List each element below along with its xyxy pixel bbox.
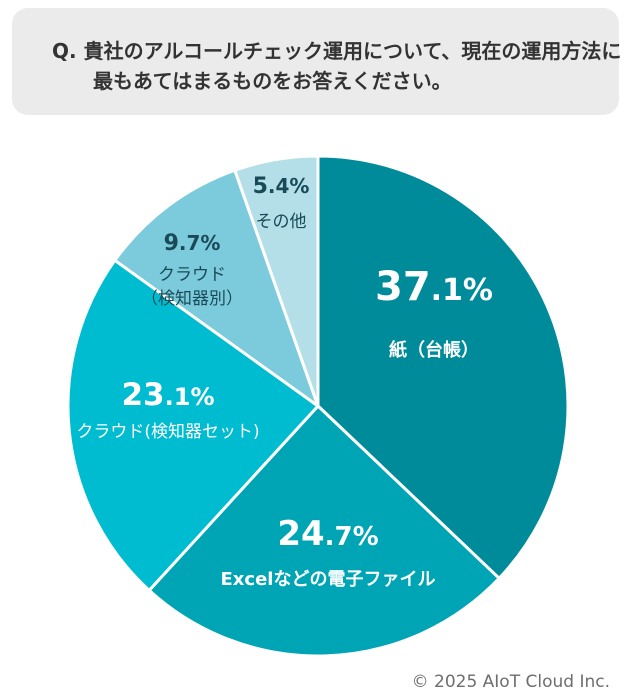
- question-line-1-text: 貴社のアルコールチェック運用について、現在の運用方法に: [83, 39, 622, 63]
- slice-category-label: クラウド(検知器セット): [76, 422, 259, 442]
- pie-slice: [316, 154, 570, 580]
- slice-category-label: 紙（台帳）: [389, 339, 479, 361]
- slice-percent-label: 23.1%: [121, 377, 214, 413]
- slice-percent-label: 37.1%: [375, 264, 493, 310]
- pie-labels: 37.1% 紙（台帳） 24.7% Excelなどの電子ファイル 23.1% クラウド(検…: [76, 174, 493, 590]
- pie-slice: [233, 154, 320, 408]
- slice-percent-label: 9.7%: [164, 231, 221, 256]
- pie-slice: [66, 258, 320, 592]
- pie-slices: [66, 154, 570, 658]
- slice-percent-label: 5.4%: [253, 174, 310, 199]
- question-box: Q. 貴社のアルコールチェック運用について、現在の運用方法に 最もあてはまるもの…: [12, 8, 622, 115]
- pie-slice: [147, 404, 501, 658]
- slice-category-label: Excelなどの電子ファイル: [221, 569, 436, 590]
- slice-category-label: （検知器別）: [141, 289, 243, 309]
- question-prefix: Q.: [52, 39, 77, 63]
- question-line-1: Q. 貴社のアルコールチェック運用について、現在の運用方法に: [52, 36, 622, 66]
- slice-category-label: その他: [256, 212, 307, 232]
- pie-slice: [113, 168, 320, 408]
- question-text: Q. 貴社のアルコールチェック運用について、現在の運用方法に 最もあてはまるもの…: [52, 36, 622, 96]
- slice-percent-label: 24.7%: [277, 514, 378, 554]
- question-line-2: 最もあてはまるものをお答えください。: [93, 69, 452, 93]
- slice-category-label: クラウド: [158, 265, 226, 285]
- copyright-text: © 2025 AIoT Cloud Inc.: [411, 672, 610, 692]
